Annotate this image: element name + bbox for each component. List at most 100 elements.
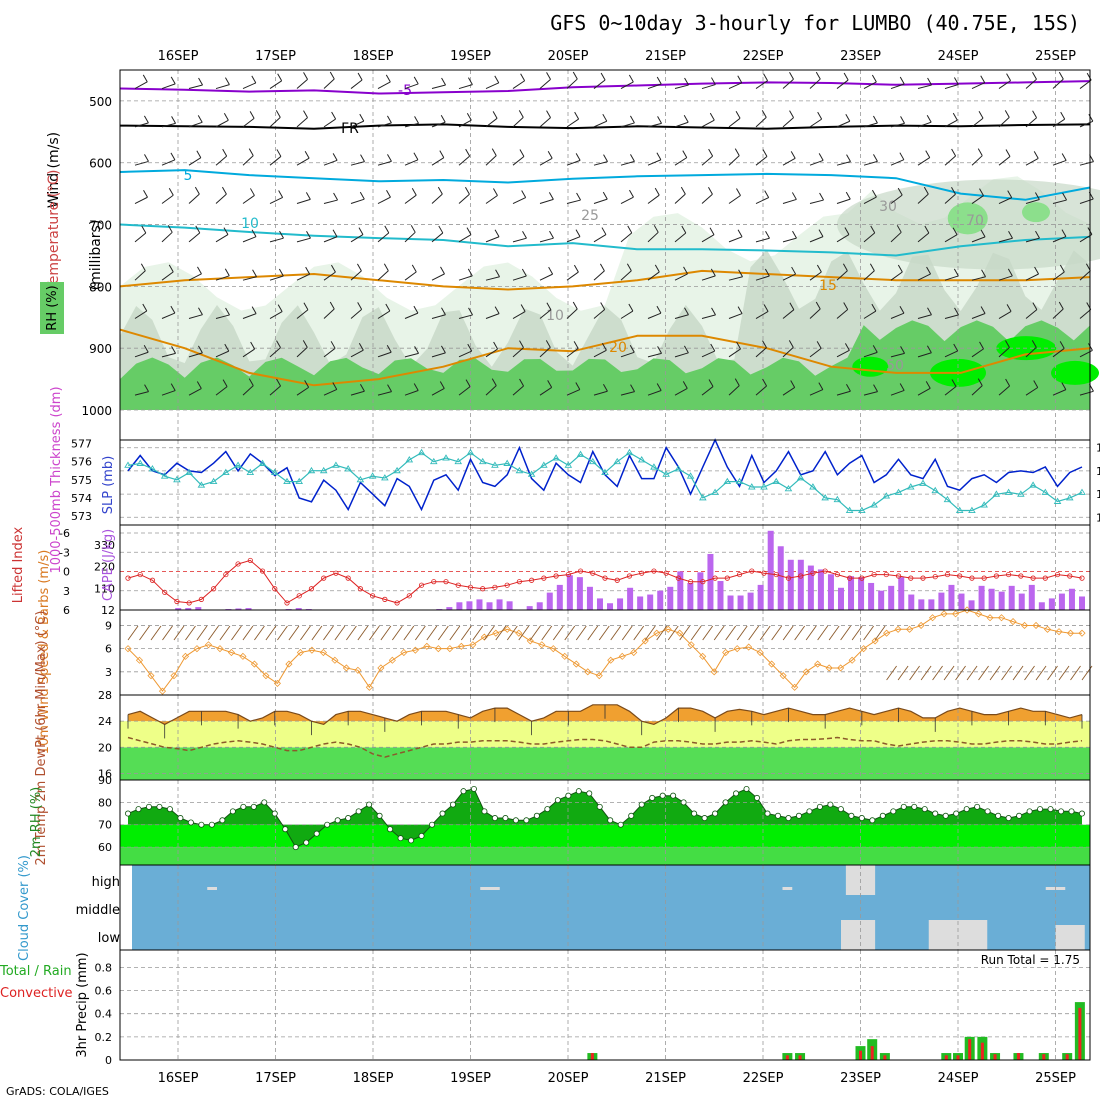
wind-barb bbox=[593, 120, 607, 128]
wind-barb-flag bbox=[360, 154, 365, 162]
wind-speed-marker bbox=[181, 652, 190, 660]
wind-barb-flag bbox=[359, 191, 365, 200]
lifted-index-marker bbox=[259, 568, 266, 574]
wind-barb bbox=[1079, 270, 1091, 281]
wind-barb bbox=[404, 159, 419, 166]
wind-barb-flag bbox=[953, 343, 959, 352]
wind-speed-marker bbox=[745, 643, 753, 651]
cape-bar bbox=[627, 587, 634, 610]
rh-marker bbox=[754, 794, 761, 801]
wind-barb-flag bbox=[872, 189, 877, 198]
wind-barb bbox=[701, 350, 715, 358]
wind-barb-flag bbox=[197, 345, 203, 354]
wind-speed-marker bbox=[722, 648, 730, 657]
wind-barb-flag bbox=[654, 187, 660, 196]
wind-barb bbox=[404, 231, 416, 243]
cape-bar bbox=[1068, 588, 1075, 610]
cape-bar bbox=[637, 596, 644, 610]
wind-barb-flag bbox=[816, 264, 822, 273]
wind-barb-flag bbox=[197, 115, 203, 123]
rh-marker bbox=[869, 817, 876, 824]
thickness-tick-label: 577 bbox=[71, 438, 92, 451]
pressure-tick-label: 700 bbox=[89, 219, 112, 233]
lifted-index-marker bbox=[773, 571, 779, 578]
wind-barb bbox=[350, 198, 365, 205]
rh-blob-bright bbox=[1051, 360, 1099, 385]
wind-speed-marker bbox=[457, 642, 465, 650]
wind-barb bbox=[647, 312, 662, 319]
wind-barb-flag bbox=[223, 227, 229, 235]
wind-barb-flag bbox=[656, 152, 662, 160]
wind-speed-marker bbox=[837, 664, 845, 672]
wind-barb-flag bbox=[981, 269, 986, 277]
lifted-index-marker bbox=[651, 568, 657, 574]
wind-barb bbox=[296, 309, 309, 319]
surface-wind-barb bbox=[357, 625, 369, 641]
rh-marker bbox=[324, 821, 331, 828]
date-label-top: 18SEP bbox=[353, 49, 394, 64]
surface-wind-barb bbox=[529, 625, 541, 641]
wind-barb-flag bbox=[762, 340, 767, 348]
wind-barb-flag bbox=[414, 346, 419, 354]
thickness-marker bbox=[417, 448, 426, 456]
cape-bar bbox=[1079, 596, 1085, 610]
wind-barb bbox=[566, 236, 581, 243]
wind-barb-flag bbox=[738, 269, 743, 277]
wind-barb-flag bbox=[790, 151, 796, 159]
wind-barb bbox=[674, 273, 688, 281]
wind-barb bbox=[1025, 198, 1040, 205]
lifted-index-marker bbox=[247, 557, 253, 564]
wind-barb-flag bbox=[356, 263, 362, 272]
wind-barb bbox=[944, 350, 958, 358]
lifted-index-marker bbox=[467, 584, 474, 590]
wind-barb-flag bbox=[926, 266, 931, 275]
wind-barb bbox=[431, 84, 446, 90]
wind-barb-flag bbox=[1005, 149, 1011, 157]
rh-marker bbox=[816, 803, 823, 810]
wind-speed-marker bbox=[515, 629, 523, 637]
wind-barb-flag bbox=[603, 384, 608, 392]
wind-barb bbox=[917, 232, 930, 243]
rh-marker bbox=[607, 817, 614, 824]
wind-barb bbox=[593, 161, 608, 166]
rh-marker bbox=[953, 810, 960, 817]
wind-speed-marker bbox=[526, 637, 534, 645]
wind-barb-flag bbox=[873, 384, 878, 392]
surface-wind-barb bbox=[311, 625, 323, 641]
wind-speed-marker bbox=[1020, 621, 1029, 630]
wind-barb bbox=[134, 196, 148, 204]
wind-barb bbox=[701, 386, 714, 396]
pressure-tick-label: 800 bbox=[89, 280, 112, 294]
wind-barb bbox=[593, 309, 606, 319]
wind-barb-flag bbox=[143, 115, 149, 124]
wind-speed-marker bbox=[204, 641, 213, 649]
wind-barb-flag bbox=[657, 116, 662, 124]
panel-frame bbox=[119, 949, 1091, 1061]
wind-barb-flag bbox=[387, 154, 392, 162]
surface-wind-barb bbox=[185, 625, 196, 641]
wind-barb-flag bbox=[1007, 268, 1013, 277]
surface-wind-barb bbox=[265, 625, 277, 641]
wind-barb bbox=[782, 387, 795, 396]
wind-barb-flag bbox=[683, 266, 688, 275]
thickness-marker bbox=[992, 490, 1001, 497]
dewpoint-line bbox=[127, 736, 1083, 758]
wind-barb-flag bbox=[1006, 304, 1012, 312]
wind-barb bbox=[485, 236, 500, 243]
isotherm-line bbox=[119, 80, 1091, 95]
wind-barb-flag bbox=[628, 303, 634, 312]
wind-barb-flag bbox=[385, 74, 391, 83]
wind-barb bbox=[377, 122, 392, 128]
wind-barb bbox=[1025, 347, 1037, 358]
wind-barb bbox=[917, 273, 931, 281]
wind-barb-flag bbox=[1035, 230, 1040, 239]
wind-barb bbox=[269, 275, 284, 281]
wind-barb-flag bbox=[628, 74, 634, 83]
cape-bar bbox=[1058, 593, 1065, 610]
thickness-marker bbox=[552, 454, 560, 461]
wind-barb bbox=[215, 314, 230, 319]
wind-barb bbox=[1052, 271, 1065, 281]
cape-bar bbox=[807, 565, 814, 610]
cape-bar bbox=[928, 599, 935, 610]
wind-barb bbox=[539, 237, 554, 243]
